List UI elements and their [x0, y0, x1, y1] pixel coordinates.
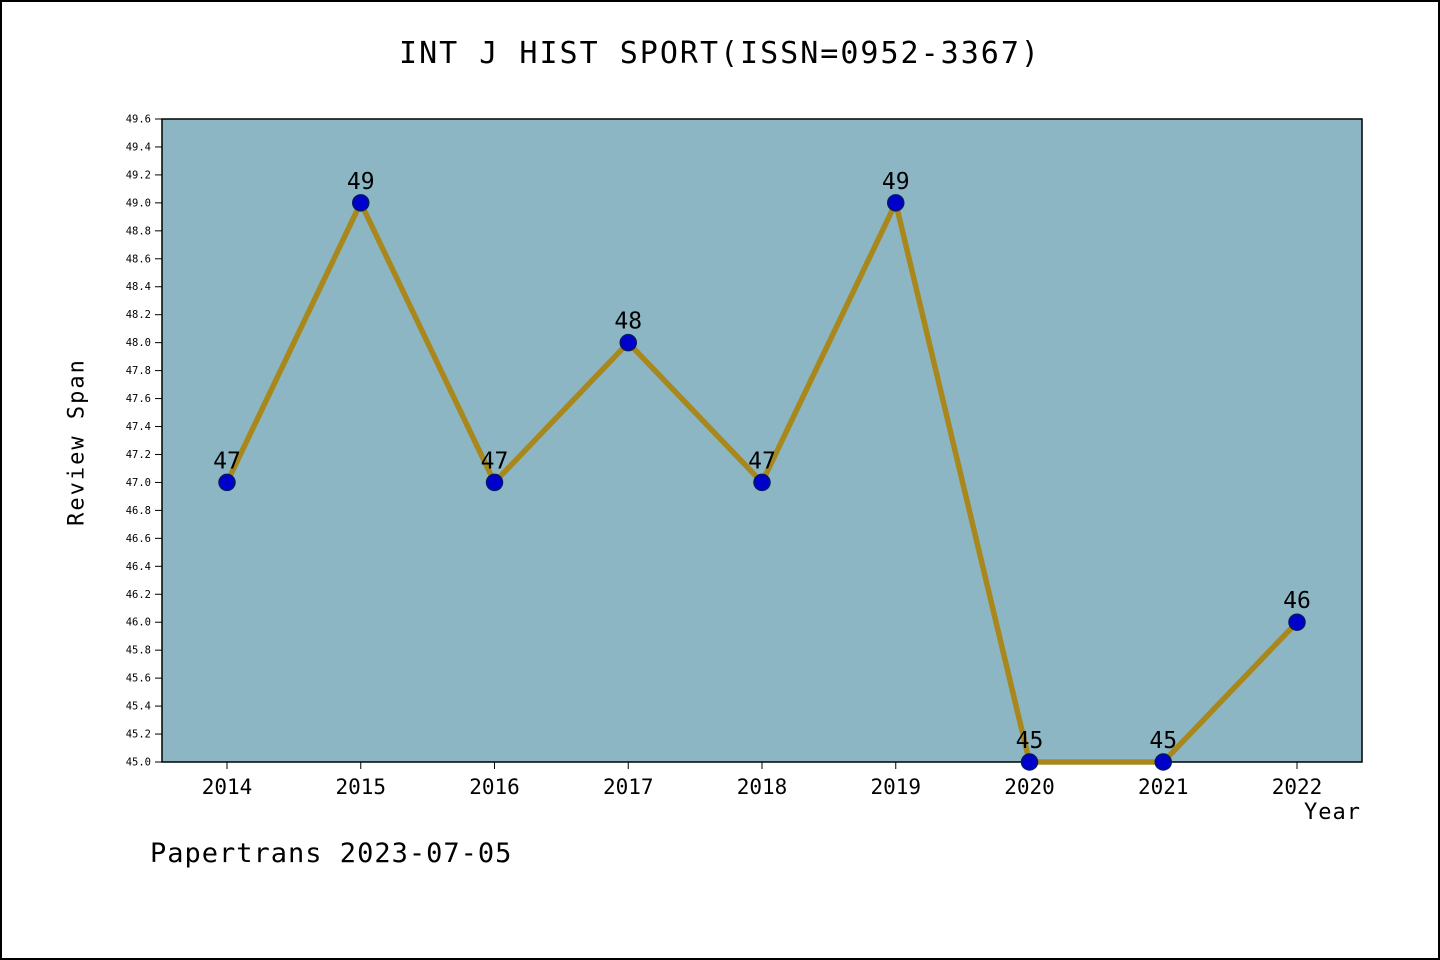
x-tick-label: 2017 [603, 775, 654, 799]
y-tick-label: 49.6 [126, 114, 151, 126]
point-label: 49 [347, 169, 375, 195]
point-label: 48 [614, 309, 642, 335]
data-point [753, 473, 771, 492]
point-label: 47 [748, 448, 776, 474]
x-tick-label: 2014 [202, 775, 253, 799]
point-label: 47 [213, 448, 241, 474]
data-point [1020, 753, 1039, 771]
y-tick-label: 46.8 [126, 505, 151, 517]
point-label: 46 [1283, 588, 1311, 614]
point-label: 45 [1149, 728, 1177, 754]
point-label: 47 [481, 448, 509, 474]
y-tick-label: 48.2 [126, 309, 151, 321]
y-tick-label: 46.4 [126, 561, 151, 573]
x-tick-label: 2019 [870, 775, 921, 799]
y-tick-label: 46.6 [126, 533, 151, 545]
data-point [887, 194, 905, 212]
x-tick-label: 2022 [1272, 775, 1323, 799]
y-tick-label: 45.0 [126, 757, 151, 769]
x-tick-label: 2015 [335, 775, 386, 799]
y-tick-label: 48.4 [126, 281, 151, 293]
x-tick-label: 2016 [469, 775, 520, 799]
point-label: 49 [882, 169, 910, 195]
plot-area [161, 118, 1363, 763]
x-tick-label: 2021 [1138, 775, 1189, 799]
point-label: 45 [1016, 728, 1044, 754]
y-tick-label: 45.6 [126, 673, 151, 685]
y-tick-label: 47.2 [126, 449, 151, 461]
y-tick-label: 45.8 [126, 645, 151, 657]
y-tick-label: 47.0 [126, 477, 151, 489]
y-tick-label: 45.2 [126, 729, 151, 741]
chart-title: INT J HIST SPORT(ISSN=0952-3367) [399, 36, 1041, 71]
data-point [352, 194, 370, 212]
y-tick-label: 46.0 [126, 617, 151, 629]
y-tick-label: 45.4 [126, 701, 151, 713]
y-tick-label: 48.8 [126, 225, 151, 237]
x-axis-label: Year [1304, 800, 1361, 825]
y-tick-label: 47.6 [126, 393, 151, 405]
watermark-text: Papertrans 2023-07-05 [150, 838, 513, 869]
y-tick-label: 49.2 [126, 169, 151, 181]
data-point [619, 333, 637, 352]
data-point [1288, 613, 1306, 631]
y-tick-label: 49.4 [126, 141, 151, 153]
x-tick-label: 2018 [737, 775, 788, 799]
y-tick-label: 49.0 [126, 197, 151, 209]
data-point [1154, 753, 1172, 771]
y-tick-label: 48.0 [126, 337, 151, 349]
y-tick-label: 47.4 [126, 421, 151, 433]
y-tick-label: 48.6 [126, 253, 151, 265]
y-tick-label: 47.8 [126, 365, 151, 377]
data-point [485, 473, 504, 492]
data-point [218, 473, 236, 492]
x-tick-label: 2020 [1004, 775, 1055, 799]
y-axis-label: Review Span [64, 358, 90, 526]
y-tick-label: 46.2 [126, 589, 151, 601]
